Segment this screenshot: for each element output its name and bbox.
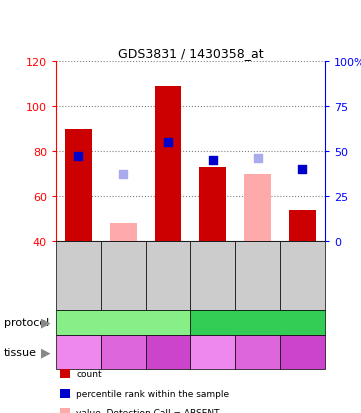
Point bbox=[255, 155, 261, 162]
Bar bbox=[65, 129, 92, 242]
Text: protocol: protocol bbox=[4, 318, 49, 328]
Text: calcium, 50 mmol/kg: calcium, 50 mmol/kg bbox=[72, 318, 174, 328]
Text: distal,
small
intestine: distal, small intestine bbox=[287, 342, 318, 362]
Text: ▶: ▶ bbox=[41, 316, 51, 329]
Text: percentile rank within the sample: percentile rank within the sample bbox=[76, 389, 229, 398]
Text: value, Detection Call = ABSENT: value, Detection Call = ABSENT bbox=[76, 408, 220, 413]
Text: GSM213045: GSM213045 bbox=[208, 248, 217, 303]
Text: middle,
small
intestine: middle, small intestine bbox=[108, 342, 139, 362]
Text: count: count bbox=[76, 369, 102, 378]
Point bbox=[210, 157, 216, 164]
Bar bbox=[155, 87, 182, 242]
Text: ▶: ▶ bbox=[41, 346, 51, 359]
Point bbox=[75, 153, 81, 159]
Bar bbox=[289, 210, 316, 242]
Text: GSM462207: GSM462207 bbox=[74, 249, 83, 303]
Bar bbox=[199, 168, 226, 242]
Text: GSM213057: GSM213057 bbox=[298, 248, 307, 303]
Text: GSM462209: GSM462209 bbox=[164, 249, 173, 303]
Bar bbox=[110, 224, 137, 242]
Text: tissue: tissue bbox=[4, 347, 36, 357]
Point bbox=[165, 140, 171, 146]
Point bbox=[300, 166, 305, 173]
Title: GDS3831 / 1430358_at: GDS3831 / 1430358_at bbox=[118, 46, 263, 59]
Text: GSM462208: GSM462208 bbox=[119, 249, 128, 303]
Point bbox=[120, 171, 126, 178]
Text: calcium, 150 mmol/kg: calcium, 150 mmol/kg bbox=[203, 318, 312, 328]
Bar bbox=[244, 174, 271, 242]
Text: GSM213051: GSM213051 bbox=[253, 248, 262, 303]
Text: proximal,
small
intestine: proximal, small intestine bbox=[197, 342, 229, 362]
Text: distal,
small
intestine: distal, small intestine bbox=[153, 342, 183, 362]
Text: proximal,
small
intestine: proximal, small intestine bbox=[62, 342, 95, 362]
Text: middle,
small
intestine: middle, small intestine bbox=[242, 342, 273, 362]
